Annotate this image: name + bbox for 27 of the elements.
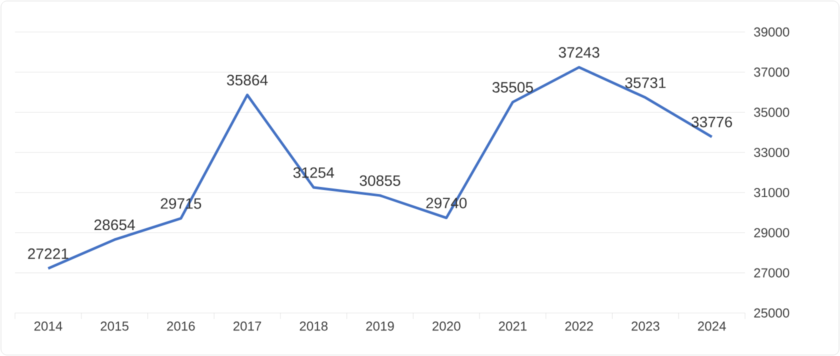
- data-label: 30855: [360, 175, 400, 186]
- data-label: 27221: [28, 248, 68, 259]
- y-tick-label: 39000: [754, 27, 790, 37]
- x-tick-label: 2019: [366, 322, 394, 331]
- data-label: 35864: [226, 74, 268, 86]
- data-label: 33776: [692, 116, 732, 128]
- y-tick-label: 29000: [754, 228, 790, 238]
- y-tick-label: 27000: [754, 268, 790, 278]
- y-tick-label: 37000: [754, 68, 790, 77]
- data-label: 28654: [94, 220, 135, 230]
- x-tick-label: 2022: [565, 322, 593, 331]
- x-tick-label: 2018: [300, 322, 328, 331]
- x-tick-label: 2024: [698, 322, 726, 331]
- x-tick-label: 2021: [498, 322, 527, 331]
- y-tick-label: 25000: [754, 308, 790, 318]
- data-label: 35505: [492, 82, 533, 93]
- x-tick-label: 2020: [432, 322, 460, 331]
- data-label: 37243: [558, 47, 600, 58]
- x-tick-label: 2023: [632, 322, 660, 331]
- y-tick-label: 33000: [754, 148, 790, 158]
- x-tick-label: 2017: [233, 322, 262, 331]
- x-tick-label: 2015: [100, 322, 128, 331]
- x-tick-label: 2014: [34, 322, 62, 331]
- y-tick-label: 31000: [754, 188, 790, 198]
- y-tick-label: 35000: [754, 108, 790, 117]
- x-tick-label: 2016: [167, 322, 195, 331]
- data-label: 35731: [625, 77, 666, 88]
